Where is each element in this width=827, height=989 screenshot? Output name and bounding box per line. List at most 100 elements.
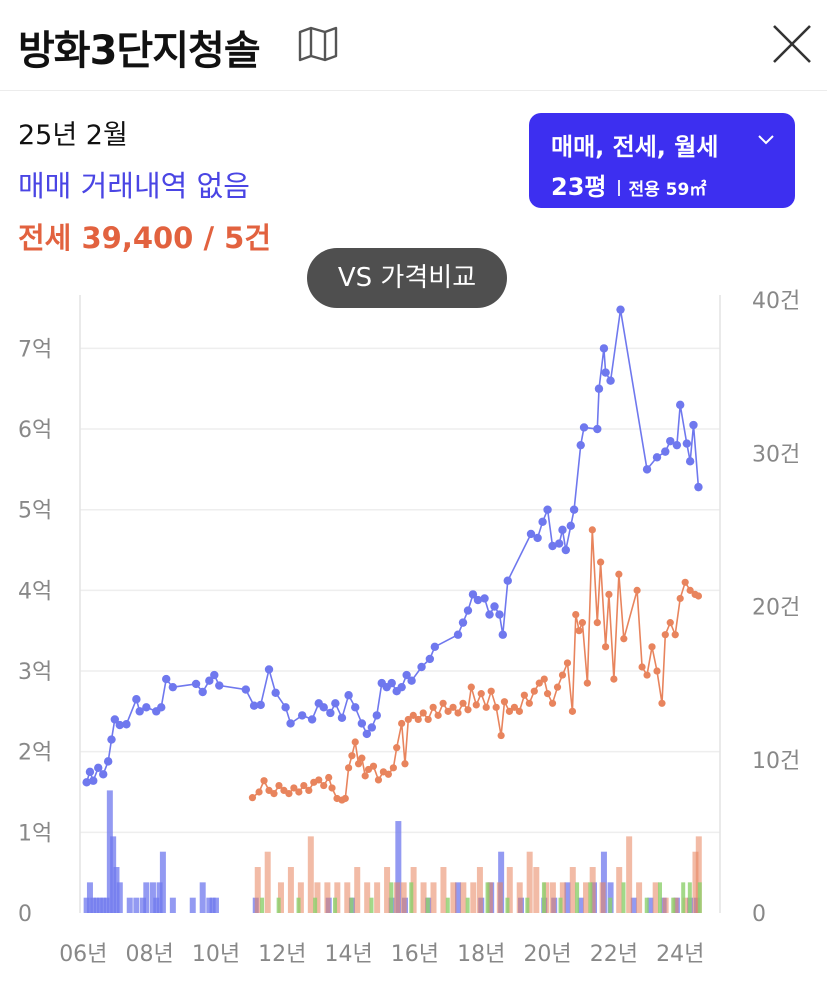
sale-price-point (210, 670, 219, 680)
monthly-volume-bar (465, 897, 470, 913)
monthly-volume-bar (296, 897, 301, 913)
trade-type-filter-button[interactable]: 매매, 전세, 월세 23평 전용 59㎡ (529, 113, 795, 208)
y-left-tick-label: 5억 (18, 499, 52, 524)
lease-price-point (568, 707, 577, 715)
lease-price-line (251, 529, 699, 801)
lease-price-point (374, 776, 383, 784)
lease-volume-bar (287, 867, 294, 913)
price-compare-button[interactable]: VS 가격비교 (307, 248, 507, 308)
lease-price-point (341, 794, 349, 803)
lease-price-point (270, 790, 278, 798)
y-right-tick-label: 10건 (752, 749, 800, 774)
sale-price-point (463, 606, 473, 615)
x-tick-label: 06년 (59, 942, 107, 967)
lease-volume-bar (254, 867, 261, 913)
lease-price-point (464, 706, 472, 714)
x-tick-label: 16년 (391, 942, 439, 967)
sale-volume-bar (103, 897, 110, 913)
price-chart: 0 1억 2억 3억 4억 5억 6억 7억 0 10건 20건 30건 40건 06년 08년 10년 12년… (18, 289, 800, 967)
sale-price-point (676, 400, 685, 410)
lease-price-point (520, 691, 528, 699)
lease-price-point (351, 738, 359, 746)
lease-price-point (459, 699, 467, 707)
lease-volume-bar (450, 882, 457, 913)
sale-price-point (215, 681, 224, 690)
monthly-volume-bar (575, 882, 580, 913)
sale-price-point (264, 665, 274, 674)
lease-volume-bar (549, 882, 556, 913)
sale-price-point (99, 770, 108, 779)
lease-volume-bar (384, 867, 391, 913)
lease-price-point (414, 715, 422, 724)
filter-types-label: 매매, 전세, 월세 (551, 133, 719, 161)
monthly-volume-bar (588, 882, 593, 913)
sale-price-point (616, 305, 625, 314)
lease-summary: 전세 39,400 / 5건 (18, 221, 272, 255)
sale-price-point (94, 763, 103, 773)
y-right-tick-label: 20건 (752, 596, 800, 621)
close-button[interactable] (768, 20, 816, 68)
lease-price-point (588, 526, 596, 534)
sale-volume-bar (647, 897, 654, 913)
sale-volume-bar (564, 882, 571, 913)
sale-price-point (490, 602, 499, 611)
sale-volume-bar (143, 882, 150, 913)
lease-price-point (454, 709, 462, 717)
lease-price-point (315, 776, 323, 784)
sale-price-point (485, 610, 494, 619)
lease-price-point (358, 754, 366, 762)
monthly-volume-bar (369, 897, 374, 913)
lease-volume-bar (682, 897, 689, 913)
sale-price-point (115, 720, 124, 730)
y-left-tick-label: 3억 (18, 660, 52, 685)
sale-price-point (593, 424, 602, 434)
header: 방화3단지청솔 (0, 0, 827, 91)
lease-volume-bar (410, 867, 417, 913)
x-tick-label: 12년 (258, 942, 306, 967)
sale-price-point (430, 642, 440, 652)
sale-volume-bar (209, 897, 216, 913)
sale-price-point (666, 436, 675, 446)
sale-price-point (326, 708, 335, 718)
sale-price-point (157, 703, 166, 712)
filter-size-label: 23평 (551, 173, 607, 201)
sale-volume-bar (126, 897, 133, 913)
lease-price-point (424, 715, 432, 724)
lease-price-point (686, 586, 694, 594)
sale-price-point (297, 711, 307, 720)
lease-price-point (658, 699, 666, 707)
lease-price-point (510, 703, 519, 711)
filter-area-label: 전용 59㎡ (628, 180, 707, 200)
sale-price-point (351, 703, 360, 712)
sale-price-point (344, 691, 353, 700)
lease-price-point (638, 663, 646, 671)
lease-price-point (620, 635, 628, 643)
sale-price-point (205, 676, 214, 685)
monthly-volume-bar (671, 897, 676, 913)
lease-volume-bar (583, 882, 590, 913)
sale-price-point (191, 679, 201, 689)
monthly-volume-bar (425, 897, 430, 913)
sale-volume-bar (140, 897, 147, 913)
lease-volume-bar (374, 882, 381, 913)
monthly-volume-bar (445, 897, 450, 913)
lease-price-point (653, 667, 661, 675)
monthly-volume-bar (525, 897, 530, 913)
sale-price-point (367, 723, 377, 732)
monthly-volume-bar (485, 882, 490, 913)
sale-price-point (122, 720, 131, 729)
sale-volume-bar (83, 897, 90, 913)
sale-price-point (498, 630, 507, 639)
sale-price-point (103, 757, 113, 766)
sale-summary: 매매 거래내역 없음 (18, 169, 250, 203)
lease-volume-bar (307, 836, 314, 913)
sale-price-point (579, 423, 589, 432)
lease-price-point (345, 764, 353, 772)
sale-price-point (402, 670, 411, 680)
sale-price-point (387, 678, 396, 688)
lease-price-point (320, 781, 328, 790)
map-icon[interactable] (296, 24, 340, 64)
lease-price-point (548, 699, 557, 707)
monthly-volume-bar (505, 897, 510, 913)
sale-price-point (594, 384, 604, 393)
